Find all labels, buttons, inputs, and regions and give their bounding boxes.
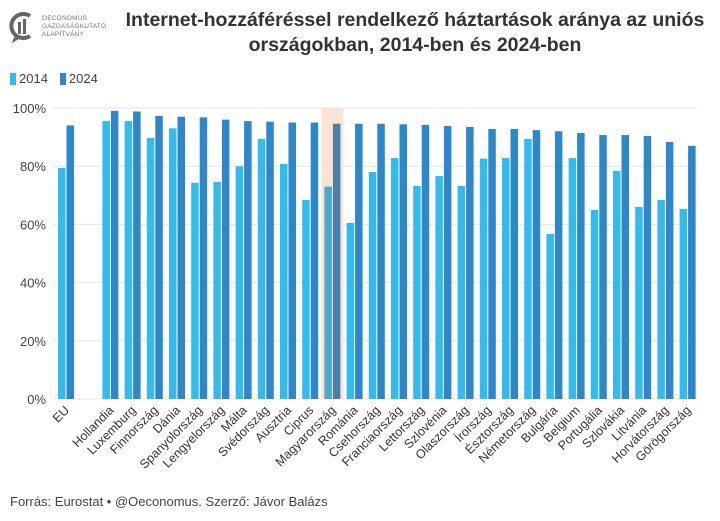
bar-2024 <box>266 121 274 399</box>
bar-2014 <box>635 206 643 399</box>
bar-2024 <box>288 122 296 400</box>
legend: 2014 2024 <box>10 71 98 86</box>
bar-2024 <box>177 116 185 399</box>
bar-2024 <box>443 126 452 400</box>
bar-2024 <box>332 123 341 400</box>
bar-2014 <box>590 209 599 399</box>
bar-2014 <box>368 172 377 399</box>
bar-2024 <box>643 135 652 399</box>
bar-2024 <box>110 110 119 399</box>
bar-2024 <box>510 128 518 399</box>
bar-2014 <box>413 185 421 399</box>
bar-2024 <box>577 133 585 399</box>
bar-2014 <box>546 234 554 399</box>
bar-2024 <box>665 142 674 399</box>
y-tick-label: 100% <box>13 101 47 116</box>
bar-2014 <box>679 208 688 399</box>
legend-item-2014[interactable]: 2014 <box>10 71 48 86</box>
bar-2024 <box>310 122 319 400</box>
bar-2014 <box>257 138 266 399</box>
bar-2014 <box>235 166 244 399</box>
x-tick-label: EU <box>50 403 72 425</box>
legend-label: 2024 <box>68 71 98 86</box>
y-tick-label: 60% <box>20 217 46 232</box>
bar-2024 <box>155 115 163 400</box>
bar-2014 <box>213 181 221 399</box>
bar-2014 <box>169 128 177 399</box>
bar-2014 <box>568 158 577 399</box>
logo-line: GAZDASÁGKUTATÓ <box>42 23 107 30</box>
y-tick-label: 20% <box>20 334 46 349</box>
legend-label: 2014 <box>19 71 48 86</box>
logo-line: ALAPÍTVÁNY <box>42 31 85 38</box>
bar-2014 <box>102 121 110 399</box>
bar-2024 <box>355 123 363 400</box>
bar-2024 <box>377 123 385 400</box>
bar-2024 <box>421 124 430 400</box>
bar-2014 <box>391 158 399 399</box>
bar-2014 <box>302 199 310 399</box>
source-footer: Forrás: Eurostat • @Oeconomus. Szerző: J… <box>10 494 328 509</box>
bar-2014 <box>657 199 665 399</box>
bar-2014 <box>280 163 288 399</box>
logo-line: OECONOMUS <box>42 15 88 22</box>
bar-2014 <box>146 137 155 399</box>
bar-2014 <box>346 222 355 399</box>
logo-icon <box>9 12 32 43</box>
y-tick-label: 40% <box>20 276 46 291</box>
bar-2014 <box>524 138 532 399</box>
legend-swatch <box>59 72 66 85</box>
bar-2014 <box>191 182 199 399</box>
bar-2024 <box>621 135 629 400</box>
bar-2014 <box>58 167 66 399</box>
bar-2024 <box>599 135 607 400</box>
legend-item-2024[interactable]: 2024 <box>59 71 98 86</box>
bar-2014 <box>479 158 488 399</box>
logo: OECONOMUS GAZDASÁGKUTATÓ ALAPÍTVÁNY <box>8 10 106 44</box>
bar-2024 <box>399 124 407 400</box>
bar-2024 <box>244 121 252 399</box>
y-tick-label: 0% <box>27 392 46 407</box>
bar-2014 <box>613 170 621 399</box>
bar-2024 <box>688 145 696 399</box>
bar-2024 <box>532 130 541 399</box>
bar-2014 <box>435 176 443 399</box>
legend-swatch <box>10 72 16 85</box>
bar-2014 <box>324 186 332 399</box>
bar-2024 <box>199 117 208 399</box>
bar-2014 <box>457 185 466 399</box>
bar-2014 <box>124 121 133 399</box>
y-tick-label: 80% <box>20 159 46 174</box>
bar-2024 <box>488 128 496 399</box>
bar-2014 <box>502 158 510 399</box>
bar-2024 <box>66 125 74 400</box>
bar-2024 <box>221 119 230 399</box>
chart-title: Internet-hozzáféréssel rendelkező háztar… <box>125 9 705 56</box>
bar-2024 <box>554 131 563 399</box>
bar-2024 <box>466 126 474 399</box>
bar-2024 <box>133 111 141 399</box>
